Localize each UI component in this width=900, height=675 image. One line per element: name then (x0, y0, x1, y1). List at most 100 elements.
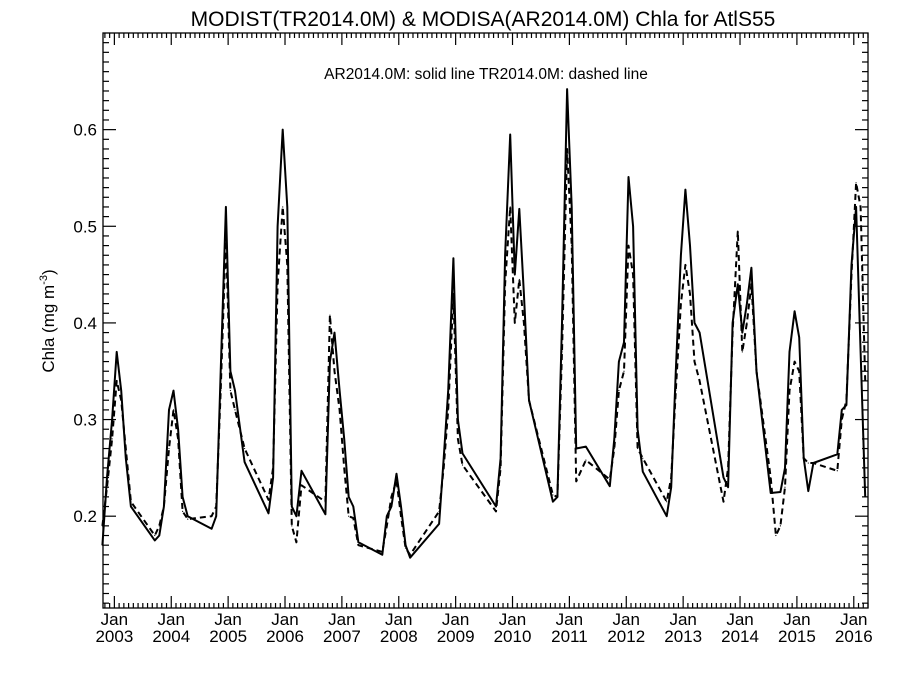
series-layer (101, 88, 867, 559)
data-point (860, 206, 862, 208)
data-point (381, 551, 383, 553)
data-point (784, 467, 786, 469)
data-point (324, 513, 326, 515)
data-point (845, 399, 847, 401)
data-point (623, 370, 625, 372)
x-tick-label-month: Jan (669, 610, 696, 629)
data-point (523, 322, 525, 324)
data-point (116, 380, 118, 382)
data-point (746, 302, 748, 305)
x-tick-label-month: Jan (214, 610, 241, 629)
data-point (770, 476, 772, 479)
y-tick-label: 0.3 (73, 411, 97, 430)
data-point (168, 447, 170, 450)
x-tick-label-year: 2004 (152, 627, 190, 646)
data-point (343, 467, 345, 469)
data-point (722, 501, 725, 503)
data-point (803, 457, 805, 459)
data-point (566, 148, 568, 150)
x-tick-label-month: Jan (726, 610, 753, 629)
data-point (457, 438, 459, 440)
data-point (244, 461, 246, 463)
data-point (618, 389, 620, 392)
x-tick-label-month: Jan (385, 610, 412, 629)
data-point (386, 515, 388, 517)
data-point (571, 245, 573, 247)
data-point (514, 273, 516, 276)
data-point (333, 370, 336, 372)
data-point (750, 283, 753, 285)
data-point (177, 438, 179, 440)
data-point (499, 457, 502, 459)
data-point (693, 322, 696, 324)
x-tick-label-month: Jan (840, 610, 867, 629)
data-point (750, 267, 753, 269)
data-point (613, 447, 615, 450)
data-point (343, 438, 345, 440)
data-point (666, 501, 668, 503)
x-tick-label-year: 2005 (209, 627, 247, 646)
data-point (613, 438, 615, 440)
data-point (794, 360, 796, 363)
y-tick-label: 0.5 (73, 217, 97, 236)
data-point (807, 490, 809, 492)
data-point (779, 491, 782, 493)
x-tick-label-year: 2010 (494, 627, 532, 646)
data-point (737, 283, 739, 285)
x-tick-label-month: Jan (499, 610, 526, 629)
x-tick-label-year: 2008 (380, 627, 418, 646)
data-point (571, 206, 573, 208)
data-point (381, 554, 383, 556)
data-point (841, 418, 843, 421)
data-point (675, 370, 677, 372)
data-point (357, 544, 359, 546)
data-point (788, 389, 791, 392)
data-point (443, 467, 445, 469)
y-axis-label-close: ) (39, 269, 58, 275)
data-point (324, 501, 326, 503)
data-point (850, 273, 853, 276)
data-point (807, 462, 809, 464)
data-point (101, 544, 104, 546)
data-point (670, 486, 672, 488)
data-point (125, 447, 127, 450)
data-point (775, 534, 777, 537)
plot-frame (102, 32, 869, 609)
data-point (101, 525, 104, 527)
data-point (386, 525, 388, 527)
data-point (390, 505, 392, 508)
data-point (163, 505, 165, 508)
data-point (755, 370, 758, 372)
data-point (267, 512, 270, 514)
data-point (798, 370, 800, 372)
data-point (746, 322, 748, 324)
data-point (860, 351, 862, 353)
legend-annotation: AR2014.0M: solid line TR2014.0M: dashed … (324, 66, 648, 83)
data-point (187, 518, 189, 520)
data-point (627, 176, 630, 178)
data-point (282, 129, 284, 131)
data-point (727, 486, 729, 488)
data-point (277, 283, 279, 285)
data-point (177, 428, 179, 430)
x-tick-label-month: Jan (271, 610, 298, 629)
data-point (348, 496, 350, 498)
series-line-tr2014-0m (101, 148, 867, 556)
data-point (675, 389, 677, 392)
x-tick-label-year: 2007 (323, 627, 361, 646)
x-tick-label-month: Jan (101, 610, 128, 629)
data-point (168, 409, 170, 411)
data-point (229, 389, 232, 392)
data-point (514, 322, 516, 324)
data-point (642, 471, 644, 473)
data-point (182, 510, 184, 512)
chart-title: MODIST(TR2014.0M) & MODISA(AR2014.0M) Ch… (191, 8, 776, 31)
data-point (509, 206, 511, 208)
data-point (623, 341, 625, 343)
data-point (404, 547, 407, 549)
data-point (234, 409, 236, 411)
x-tick-label-month: Jan (328, 610, 355, 629)
y-axis-label: Chla (mg m-3) (38, 269, 58, 372)
data-point (722, 476, 725, 479)
x-tick-label-month: Jan (158, 610, 185, 629)
